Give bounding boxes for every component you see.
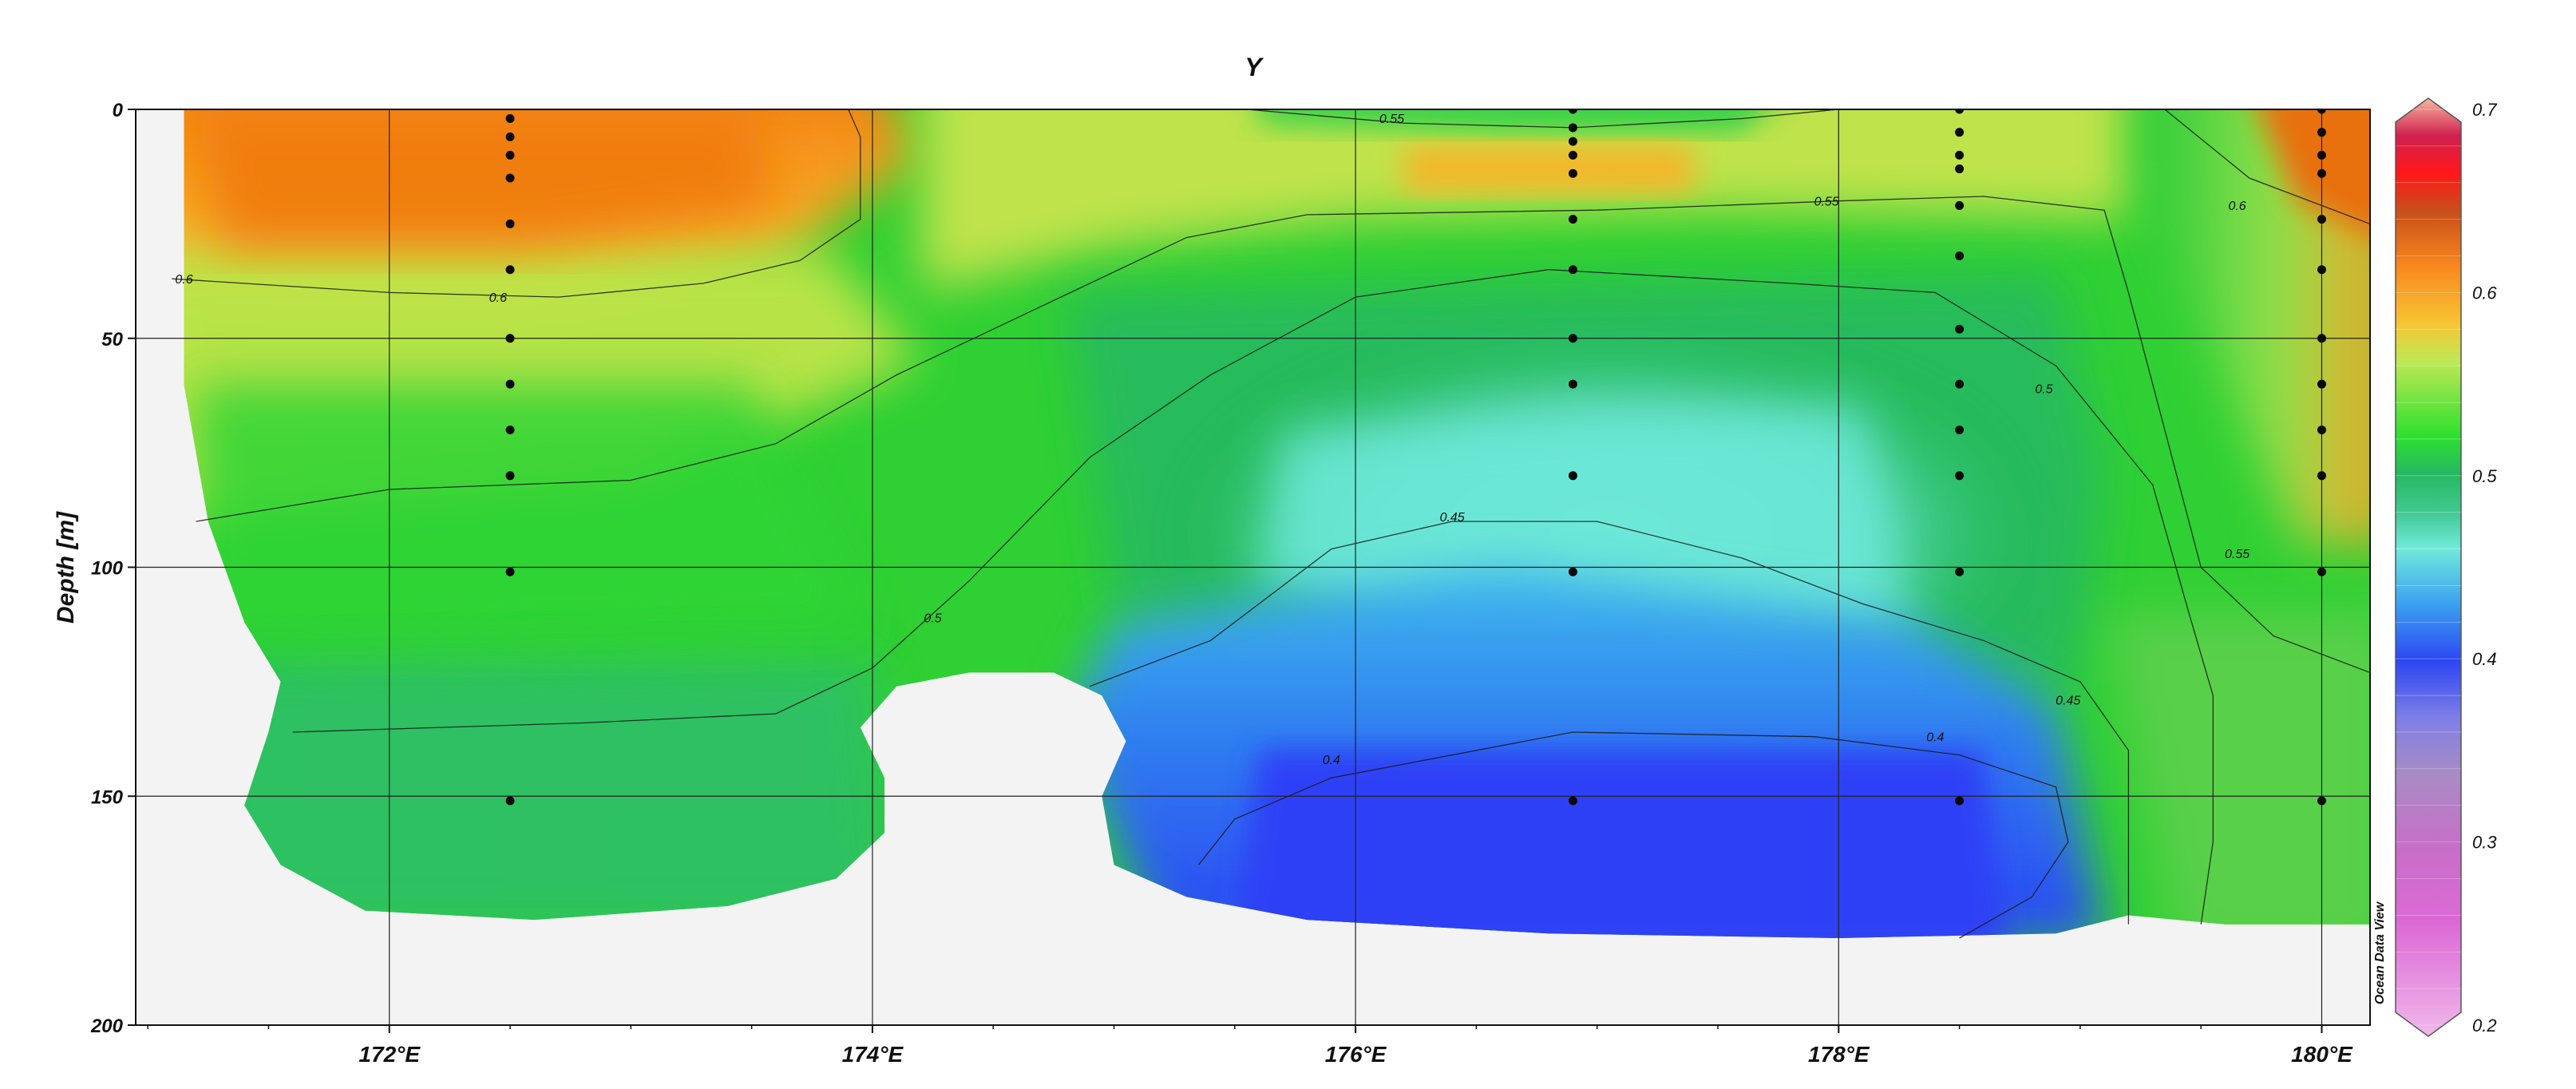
sample-point <box>1568 265 1577 275</box>
y-tick-label: 150 <box>91 786 124 808</box>
contour-labels: 0.6 0.6 0.55 0.55 0.6 0.5 0.55 0.45 0.5 0.45 0.4 0.… <box>175 113 2250 767</box>
contour-label: 0.45 <box>2056 695 2080 708</box>
contour-label: 0.45 <box>1440 511 1465 525</box>
sample-point <box>1955 379 1965 389</box>
sample-point <box>505 379 515 389</box>
contour-label: 0.55 <box>1379 113 1404 126</box>
x-tick-label: 176°E <box>1325 1042 1387 1067</box>
sample-point <box>505 796 515 806</box>
sample-point <box>1955 471 1965 481</box>
contour-label: 0.5 <box>2035 383 2052 397</box>
plot-area: 0.6 0.6 0.55 0.55 0.6 0.5 0.55 0.45 0.5 0.45 0.4 0.… <box>136 109 2370 1025</box>
x-tick-label: 180°E <box>2291 1042 2353 1067</box>
sample-point <box>2317 796 2326 806</box>
contour-lines <box>172 109 2370 939</box>
sample-point <box>1955 425 1965 434</box>
colorbar-tick-label: 0.2 <box>2472 1016 2497 1036</box>
sample-point <box>1955 796 1965 806</box>
sample-point <box>505 219 515 228</box>
sample-point <box>1955 324 1965 334</box>
sample-point <box>505 334 515 343</box>
sample-point <box>2317 334 2326 343</box>
sample-point <box>2317 265 2326 275</box>
contour-field <box>184 109 2370 938</box>
colorbar-tick-label: 0.7 <box>2472 100 2497 120</box>
sample-point <box>1568 796 1577 806</box>
station-samples <box>505 109 2326 806</box>
colorbar-tick-label: 0.4 <box>2472 649 2497 669</box>
contour-label: 0.6 <box>175 273 192 287</box>
contour-label: 0.4 <box>1926 731 1944 744</box>
sample-point <box>2317 109 2326 114</box>
y-tick-label: 200 <box>90 1016 124 1037</box>
sample-point <box>2317 215 2326 224</box>
sample-point <box>1568 334 1577 343</box>
contour-label: 0.6 <box>2228 200 2246 213</box>
sample-point <box>505 471 515 481</box>
sample-point <box>1955 200 1965 210</box>
y-axis-label: Depth [m] <box>53 511 79 624</box>
sample-point <box>1568 168 1577 178</box>
sample-point <box>1568 471 1577 481</box>
colorbar-tick-label: 0.5 <box>2472 466 2497 486</box>
sample-point <box>2317 379 2326 389</box>
sample-point <box>2317 567 2326 576</box>
sample-point <box>1955 109 1965 114</box>
sample-point <box>505 265 515 275</box>
chart-title: Y <box>1244 53 1264 81</box>
y-tick-label: 100 <box>91 558 124 580</box>
sample-point <box>1568 150 1577 160</box>
sample-point <box>1568 109 1577 114</box>
x-tick-label: 178°E <box>1808 1042 1870 1067</box>
sample-point <box>2317 471 2326 481</box>
sample-point <box>1955 128 1965 137</box>
y-axis: 0 50 100 150 200 <box>90 100 136 1037</box>
sample-point <box>1568 567 1577 576</box>
colorbar-tick-label: 0.6 <box>2472 283 2497 303</box>
contour-label: 0.55 <box>2225 548 2250 561</box>
sample-point <box>505 132 515 141</box>
x-tick-label: 174°E <box>842 1042 904 1067</box>
odv-watermark: Ocean Data View <box>2373 901 2387 1004</box>
sample-point <box>2317 425 2326 434</box>
contour-label: 0.5 <box>924 612 941 625</box>
x-tick-label: 172°E <box>358 1042 421 1067</box>
contour-label: 0.55 <box>1814 195 1839 208</box>
sample-point <box>2317 150 2326 160</box>
contour-label: 0.4 <box>1323 754 1340 767</box>
sample-point <box>2317 128 2326 137</box>
y-tick-label: 50 <box>101 329 123 350</box>
sample-point <box>2317 168 2326 178</box>
sample-point <box>505 567 515 576</box>
y-tick-label: 0 <box>113 100 124 121</box>
sample-point <box>1955 251 1965 261</box>
sample-point <box>1955 567 1965 576</box>
colorbar-scale <box>2395 97 2462 1037</box>
sample-point <box>1955 164 1965 174</box>
sample-point <box>1568 379 1577 389</box>
sample-point <box>1955 150 1965 160</box>
colorbar-tick-label: 0.3 <box>2472 833 2497 853</box>
sample-point <box>1568 215 1577 224</box>
sample-point <box>505 113 515 123</box>
colorbar: 0.2 0.3 0.4 0.5 0.6 0.7 <box>2395 97 2497 1037</box>
sample-point <box>505 425 515 434</box>
sample-point <box>505 173 515 183</box>
x-axis: 172°E 174°E 176°E 178°E 180°E <box>147 1025 2353 1067</box>
sample-point <box>1568 137 1577 146</box>
contour-label: 0.6 <box>489 291 507 305</box>
sample-point <box>505 150 515 160</box>
sample-point <box>1568 123 1577 133</box>
